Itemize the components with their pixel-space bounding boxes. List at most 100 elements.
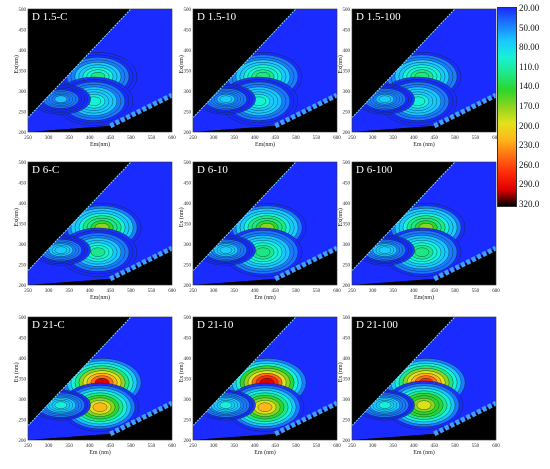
scatter-line-first-order xyxy=(193,9,297,118)
y-tick-label: 400 xyxy=(19,202,27,207)
y-tick-label: 250 xyxy=(343,264,351,269)
x-tick-label: 300 xyxy=(45,444,53,449)
x-tick-label: 600 xyxy=(168,136,176,141)
scatter-line-second-order xyxy=(274,245,337,282)
contour-level xyxy=(54,246,68,254)
y-tick-label: 300 xyxy=(184,398,192,403)
x-tick-label: 350 xyxy=(230,136,238,141)
y-tick-label: 350 xyxy=(184,378,192,383)
scatter-line-first-order xyxy=(28,9,132,118)
y-tick-label: 300 xyxy=(343,398,351,403)
panel-d21-c: 250 300 350 400 450 500 550 600 200 250 300 350 400 4… xyxy=(13,313,176,464)
y-tick-label: 300 xyxy=(343,90,351,95)
y-tick-label: 450 xyxy=(343,337,351,342)
plot-frame xyxy=(192,8,338,133)
x-tick-label: 250 xyxy=(24,444,32,449)
colorbar-label: 110.0 xyxy=(519,61,539,72)
y-axis-label: Ex (nm) xyxy=(178,362,185,382)
x-tick-label: 550 xyxy=(472,444,480,449)
y-tick-label: 200 xyxy=(19,131,27,136)
y-tick-label: 450 xyxy=(343,29,351,34)
panel-d1-5-c: 250 300 350 400 450 500 550 600 200 250 300 350 400 4… xyxy=(13,5,176,156)
x-tick-label: 450 xyxy=(431,289,439,294)
y-tick-label: 450 xyxy=(184,337,192,342)
y-tick-label: 300 xyxy=(343,243,351,248)
eem-plot: 250 300 350 400 450 500 550 6002002503003504004… xyxy=(337,8,500,148)
colorbar-label: 230.0 xyxy=(519,140,540,151)
eem-plot: 250 300 350 400 450 500 550 6002002503003504004… xyxy=(178,161,341,301)
x-tick-label: 600 xyxy=(168,444,176,449)
x-tick-label: 300 xyxy=(369,444,377,449)
x-tick-label: 550 xyxy=(472,136,480,141)
y-tick-label: 350 xyxy=(19,70,27,75)
y-tick-label: 500 xyxy=(184,316,192,321)
x-tick-label: 600 xyxy=(333,289,341,294)
x-tick-label: 500 xyxy=(451,444,459,449)
y-tick-label: 250 xyxy=(343,111,351,116)
colorbar-label: 20.00 xyxy=(519,3,540,13)
x-tick-label: 400 xyxy=(410,444,418,449)
x-tick-label: 400 xyxy=(86,136,94,141)
scatter-line-first-order xyxy=(28,317,132,426)
y-tick-label: 250 xyxy=(343,419,351,424)
y-tick-label: 200 xyxy=(184,284,192,289)
x-tick-label: 500 xyxy=(451,136,459,141)
x-tick-label: 250 xyxy=(348,444,356,449)
x-tick-label: 350 xyxy=(389,289,397,294)
colorbar-label: 140.0 xyxy=(519,81,540,92)
panel-title: D 1.5-10 xyxy=(197,11,237,23)
plot-frame xyxy=(27,8,173,133)
y-tick-label: 200 xyxy=(343,439,351,444)
x-tick-label: 450 xyxy=(107,289,115,294)
y-tick-label: 200 xyxy=(184,131,192,136)
y-axis-label: Ex(nm) xyxy=(13,55,20,73)
x-tick-label: 400 xyxy=(251,289,259,294)
x-tick-label: 600 xyxy=(492,289,500,294)
y-axis-label: Ex (nm) xyxy=(337,362,344,382)
x-tick-label: 350 xyxy=(230,289,238,294)
y-tick-label: 350 xyxy=(19,378,27,383)
y-tick-label: 400 xyxy=(343,202,351,207)
y-tick-label: 300 xyxy=(19,398,27,403)
panel-d1-5-100: 250 300 350 400 450 500 550 600 200 250 300 350 400 4… xyxy=(337,5,500,156)
x-tick-label: 350 xyxy=(65,289,73,294)
x-axis-label: Em (nm) xyxy=(254,294,276,301)
y-tick-label: 400 xyxy=(184,49,192,54)
y-tick-label: 200 xyxy=(19,439,27,444)
y-tick-label: 500 xyxy=(19,316,27,321)
scatter-line-first-order xyxy=(193,317,297,426)
x-tick-label: 400 xyxy=(251,136,259,141)
y-tick-label: 350 xyxy=(343,378,351,383)
panel-d1-5-10: 250 300 350 400 450 500 550 600 200 250 300 350 400 4… xyxy=(178,5,341,156)
y-tick-label: 450 xyxy=(19,337,27,342)
x-tick-label: 450 xyxy=(272,136,280,141)
x-tick-label: 550 xyxy=(313,289,321,294)
contour-level xyxy=(416,400,432,410)
x-tick-label: 300 xyxy=(369,289,377,294)
eem-plot: 250 300 350 400 450 500 550 6002002503003504004… xyxy=(178,8,341,148)
x-tick-label: 550 xyxy=(148,289,156,294)
y-tick-label: 300 xyxy=(184,90,192,95)
contour-level xyxy=(54,401,68,409)
x-axis-label: Em(nm) xyxy=(90,294,110,301)
y-axis-label: Ex(nm) xyxy=(178,55,185,73)
x-tick-label: 350 xyxy=(389,444,397,449)
y-tick-label: 400 xyxy=(184,202,192,207)
y-tick-label: 500 xyxy=(343,161,351,166)
y-tick-label: 450 xyxy=(19,29,27,34)
panel-title: D 21-10 xyxy=(197,319,234,331)
x-tick-label: 550 xyxy=(313,136,321,141)
x-tick-label: 350 xyxy=(230,444,238,449)
contour-level xyxy=(219,401,233,409)
y-tick-label: 400 xyxy=(19,49,27,54)
eem-plot: 250 300 350 400 450 500 550 6002002503003504004… xyxy=(13,8,176,148)
scatter-line-second-order xyxy=(274,92,337,129)
contour-level xyxy=(378,95,392,103)
y-tick-label: 250 xyxy=(184,111,192,116)
x-axis-label: Em (nm) xyxy=(254,449,276,456)
y-tick-label: 350 xyxy=(343,223,351,228)
x-tick-label: 350 xyxy=(389,136,397,141)
y-tick-label: 350 xyxy=(343,70,351,75)
y-tick-label: 250 xyxy=(19,264,27,269)
scatter-line-first-order xyxy=(193,162,297,271)
